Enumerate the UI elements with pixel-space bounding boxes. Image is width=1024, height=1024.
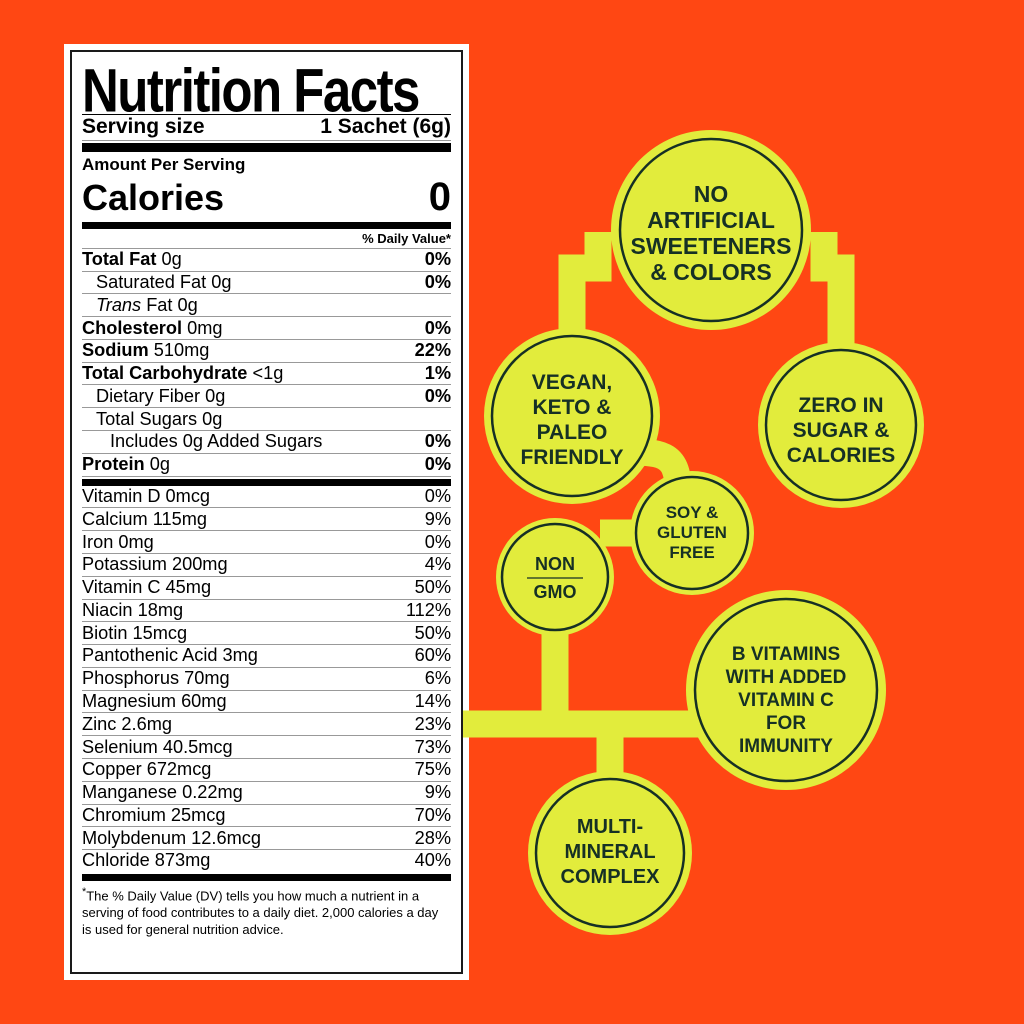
- svg-text:ARTIFICIAL: ARTIFICIAL: [647, 207, 775, 233]
- svg-text:NO: NO: [694, 181, 729, 207]
- svg-text:IMMUNITY: IMMUNITY: [739, 736, 833, 757]
- svg-text:MINERAL: MINERAL: [564, 841, 655, 863]
- svg-text:VEGAN,: VEGAN,: [532, 371, 613, 394]
- svg-text:SUGAR &: SUGAR &: [793, 419, 890, 442]
- svg-text:KETO &: KETO &: [533, 396, 612, 419]
- svg-text:GLUTEN: GLUTEN: [657, 523, 727, 542]
- svg-text:B VITAMINS: B VITAMINS: [732, 644, 840, 665]
- svg-text:SWEETENERS: SWEETENERS: [630, 233, 791, 259]
- svg-text:FREE: FREE: [669, 543, 714, 562]
- svg-text:CALORIES: CALORIES: [787, 444, 896, 467]
- svg-text:COMPLEX: COMPLEX: [561, 866, 661, 888]
- svg-text:VITAMIN C: VITAMIN C: [738, 690, 834, 711]
- svg-text:GMO: GMO: [534, 582, 577, 602]
- svg-text:ZERO IN: ZERO IN: [798, 394, 883, 417]
- svg-text:FRIENDLY: FRIENDLY: [520, 446, 623, 469]
- svg-text:NON: NON: [535, 554, 575, 574]
- svg-text:FOR: FOR: [766, 713, 806, 734]
- svg-text:SOY &: SOY &: [666, 503, 719, 522]
- svg-text:& COLORS: & COLORS: [650, 259, 771, 285]
- svg-text:PALEO: PALEO: [537, 421, 608, 444]
- svg-text:WITH ADDED: WITH ADDED: [726, 667, 847, 688]
- svg-text:MULTI-: MULTI-: [577, 816, 643, 838]
